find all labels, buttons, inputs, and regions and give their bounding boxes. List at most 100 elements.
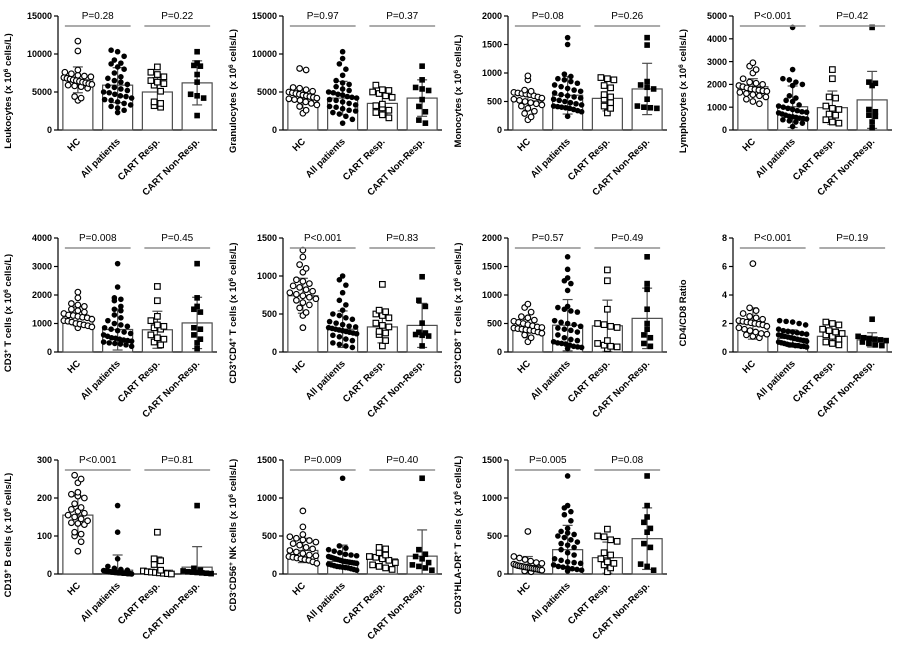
comparison-bracket: P=0.08: [514, 11, 581, 27]
y-tick-label: 200: [37, 493, 52, 503]
comparison-bracket: P=0.08: [594, 455, 661, 471]
y-tick-label: 2000: [32, 290, 52, 300]
y-axis-title: CD19+ B cells (x 106 cells/L): [3, 473, 14, 598]
y-tick-label: 0: [272, 569, 277, 579]
y-tick-label: 0: [47, 125, 52, 135]
comparison-bracket: P=0.45: [144, 233, 211, 249]
comparison-bracket: P<0.001: [739, 11, 806, 27]
y-tick-label: 5000: [257, 87, 277, 97]
x-category-label: HC: [66, 136, 84, 154]
panel-monocytes: 0 500 1000 1500 2000 Monocytes (x 106 cells/L…: [450, 0, 675, 222]
panel-hla-dr-t-cells: 0 500 1000 1500 CD3+HLA-DR+ T cells (x 106 c…: [450, 444, 675, 666]
y-tick-label: 10000: [27, 49, 52, 59]
series-all-patients: [550, 473, 585, 575]
data-points: [866, 24, 879, 131]
x-category-label: HC: [516, 580, 534, 598]
y-tick-label: 500: [487, 531, 502, 541]
y-tick-label: 0: [272, 125, 277, 135]
panel-granulocytes: 0 5000 10000 15000 Granulocytes (x 106 cells…: [225, 0, 450, 222]
x-category-label: HC: [741, 358, 759, 376]
series-all-patients: [325, 273, 360, 353]
series-cart-resp: [366, 81, 398, 131]
p-value-label: P=0.49: [611, 233, 643, 244]
x-category-label: HC: [741, 136, 759, 154]
y-axis-title: CD3+HLA-DR+ T cells (x 106 cells/L): [453, 456, 464, 615]
data-points: [594, 266, 621, 352]
data-points: [637, 473, 657, 573]
data-points: [285, 65, 321, 117]
series-all-patients: [100, 47, 135, 131]
data-points: [285, 507, 321, 567]
data-points: [180, 502, 214, 577]
x-category-label: HC: [516, 136, 534, 154]
y-tick-label: 0: [47, 569, 52, 579]
data-points: [369, 81, 396, 122]
p-value-label: P<0.001: [304, 233, 342, 244]
panel-nk-cells: 0 500 1000 1500 CD3-CD56+ NK cells (x 106 ce…: [225, 444, 450, 666]
x-category-label: HC: [66, 580, 84, 598]
series-hc: [62, 471, 94, 575]
y-tick-label: 1500: [482, 455, 502, 465]
data-points: [60, 37, 96, 104]
chart-cd19-b-cells: 0 100 200 300 CD19+ B cells (x 106 cells/L) H…: [3, 455, 217, 642]
series-cart-non-resp: [406, 63, 438, 131]
chart-cd3-cd4-t-cells: 0 500 1000 1500 CD3+CD4+ T cells (x 106 cell…: [228, 233, 442, 420]
comparison-bracket: P<0.001: [289, 233, 356, 249]
y-tick-label: 1500: [482, 40, 502, 50]
chart-cd3-t-cells: 0 1000 2000 3000 4000 CD3+ T cells (x 106 cel…: [3, 233, 217, 420]
data-points: [325, 475, 360, 573]
p-value-label: P=0.22: [161, 11, 193, 22]
series-cart-resp: [366, 280, 398, 353]
y-tick-label: 300: [37, 455, 52, 465]
series-cart-non-resp: [855, 316, 889, 353]
comparison-bracket: P=0.57: [514, 233, 581, 249]
p-value-label: P=0.28: [82, 11, 114, 22]
y-tick-label: 1000: [482, 493, 502, 503]
y-tick-label: 1000: [482, 290, 502, 300]
panel-lymphocytes: 0 1000 2000 3000 4000 5000 Lymphocytes (x 106 …: [675, 0, 900, 222]
series-cart-resp: [591, 74, 623, 131]
comparison-bracket: P=0.009: [289, 455, 356, 471]
p-value-label: P=0.83: [386, 233, 418, 244]
y-tick-label: 6: [722, 262, 727, 272]
y-tick-label: 0: [722, 125, 727, 135]
series-all-patients: [325, 475, 360, 575]
y-axis-title: CD3+CD4+ T cells (x 106 cells/L): [228, 242, 239, 383]
y-tick-label: 1000: [32, 319, 52, 329]
data-points: [64, 471, 91, 555]
error-bar: [192, 546, 203, 574]
chart-granulocytes: 0 5000 10000 15000 Granulocytes (x 106 cells…: [228, 11, 442, 198]
data-points: [372, 280, 393, 350]
chart-lymphocytes: 0 1000 2000 3000 4000 5000 Lymphocytes (x 106 …: [678, 11, 892, 198]
y-tick-label: 5000: [32, 87, 52, 97]
x-category-label: HC: [66, 358, 84, 376]
panel-cd19-b-cells: 0 100 200 300 CD19+ B cells (x 106 cells/L) H…: [0, 444, 225, 666]
data-points: [735, 260, 771, 342]
data-points: [819, 318, 846, 349]
data-points: [100, 47, 135, 116]
y-tick-label: 10000: [252, 49, 277, 59]
series-cart-non-resp: [631, 34, 663, 131]
p-value-label: P=0.40: [386, 455, 418, 466]
chart-cd3-cd8-t-cells: 0 500 1000 1500 2000 CD3+CD8+ T cells (x 106 …: [453, 233, 667, 420]
chart-monocytes: 0 500 1000 1500 2000 Monocytes (x 106 cells/L…: [453, 11, 667, 198]
data-points: [822, 66, 843, 127]
y-tick-label: 1000: [257, 493, 277, 503]
p-value-label: P=0.008: [79, 233, 117, 244]
series-cart-non-resp: [181, 260, 213, 353]
y-tick-label: 2000: [482, 11, 502, 21]
y-tick-label: 0: [272, 347, 277, 357]
data-points: [412, 63, 432, 126]
p-value-label: P=0.81: [161, 455, 193, 466]
comparison-bracket: P=0.37: [369, 11, 436, 27]
chart-leukocytes: 0 5000 10000 15000 Leukocytes (x 106 cells/L…: [3, 11, 217, 198]
comparison-bracket: P=0.005: [514, 455, 581, 471]
series-all-patients: [550, 34, 585, 131]
y-tick-label: 500: [262, 531, 277, 541]
series-hc: [510, 72, 546, 131]
y-tick-label: 0: [722, 347, 727, 357]
comparison-bracket: P=0.83: [369, 233, 436, 249]
y-tick-label: 1000: [482, 68, 502, 78]
y-tick-label: 15000: [252, 11, 277, 21]
